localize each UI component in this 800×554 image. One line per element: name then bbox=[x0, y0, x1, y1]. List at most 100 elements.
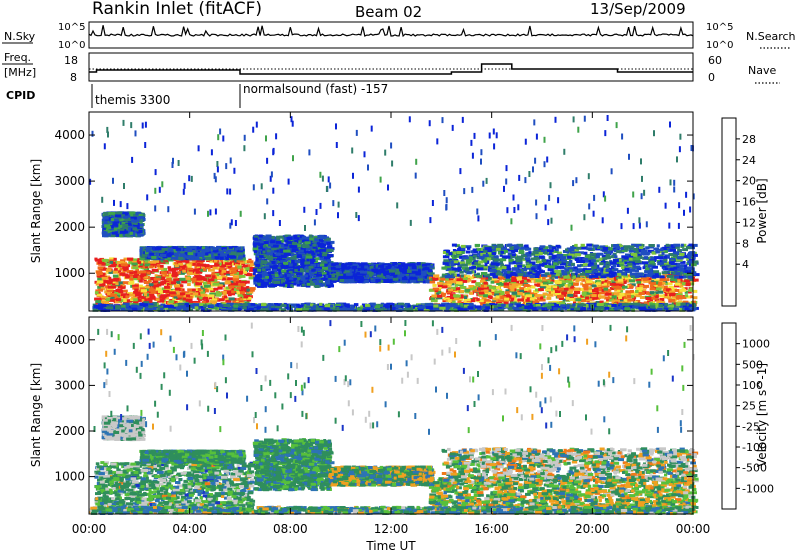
echo-cell bbox=[318, 283, 325, 287]
echo-cell bbox=[236, 252, 244, 256]
echo-cell bbox=[130, 284, 134, 288]
echo-cell bbox=[185, 276, 190, 280]
echo-cell bbox=[142, 291, 147, 295]
freq-tick-bottom: 8 bbox=[70, 71, 77, 84]
echo-cell bbox=[157, 299, 165, 303]
echo-cell bbox=[117, 222, 123, 226]
echo-cell bbox=[177, 294, 184, 298]
echo-cell bbox=[249, 287, 256, 291]
echo-cell bbox=[261, 271, 267, 275]
echo-cell bbox=[157, 266, 164, 270]
echo-cell bbox=[305, 269, 309, 273]
echo-cell bbox=[282, 281, 289, 285]
echo-cell bbox=[236, 259, 244, 263]
echo-cell bbox=[199, 289, 204, 293]
echo-cell bbox=[271, 247, 278, 251]
echo-cell bbox=[246, 272, 250, 276]
echo-cell bbox=[168, 285, 173, 288]
echo-cell bbox=[154, 254, 161, 258]
echo-cell bbox=[112, 274, 119, 278]
echo-cell bbox=[144, 270, 151, 273]
echo-cell bbox=[139, 260, 144, 264]
echo-cell bbox=[107, 298, 114, 302]
echo-cell bbox=[246, 290, 254, 294]
echo-cell bbox=[279, 239, 284, 243]
echo-cell bbox=[292, 274, 299, 278]
echo-cell bbox=[188, 250, 192, 254]
echo-cell bbox=[232, 278, 239, 282]
echo-cell bbox=[188, 296, 193, 299]
echo-cell bbox=[302, 255, 307, 259]
echo-cell bbox=[306, 282, 310, 286]
echo-cell bbox=[298, 249, 304, 253]
echo-cell bbox=[117, 281, 125, 285]
echo-cell bbox=[94, 291, 99, 295]
echo-cell bbox=[378, 262, 385, 266]
echo-cell bbox=[271, 261, 276, 264]
echo-cell bbox=[202, 281, 208, 285]
echo-cell bbox=[170, 268, 176, 272]
echo-cell bbox=[141, 263, 146, 267]
echo-cell bbox=[237, 297, 241, 301]
echo-cell bbox=[294, 268, 298, 272]
echo-cell bbox=[231, 251, 237, 255]
echo-cell bbox=[187, 288, 193, 292]
echo-cell bbox=[243, 270, 247, 274]
nave-tick-top: 60 bbox=[708, 54, 722, 67]
echo-cell bbox=[191, 255, 195, 259]
echo-cell bbox=[214, 256, 219, 260]
echo-cell bbox=[304, 266, 310, 270]
echo-cell bbox=[217, 286, 223, 290]
echo-cell bbox=[291, 269, 297, 273]
echo-cell bbox=[275, 240, 282, 244]
echo-cell bbox=[161, 271, 167, 275]
echo-cell bbox=[289, 277, 294, 281]
echo-cell bbox=[239, 248, 243, 252]
echo-cell bbox=[280, 260, 288, 264]
echo-cell bbox=[291, 242, 297, 245]
echo-cell bbox=[304, 241, 311, 245]
echo-cell bbox=[252, 242, 260, 246]
echo-cell bbox=[257, 279, 264, 283]
echo-cell bbox=[219, 267, 225, 271]
echo-cell bbox=[163, 261, 169, 265]
echo-cell bbox=[98, 274, 105, 278]
echo-cell bbox=[213, 287, 219, 291]
echo-cell bbox=[276, 235, 283, 239]
echo-cell bbox=[273, 264, 279, 268]
echo-cell bbox=[292, 262, 297, 266]
echo-cell bbox=[196, 246, 202, 250]
echo-cell bbox=[299, 247, 304, 251]
echo-cell bbox=[188, 291, 193, 295]
echo-cell bbox=[256, 247, 263, 251]
echo-cell bbox=[276, 282, 281, 286]
echo-cell bbox=[144, 263, 151, 267]
echo-cell bbox=[117, 288, 123, 292]
echo-cell bbox=[125, 222, 133, 226]
echo-cell bbox=[221, 264, 226, 268]
echo-cell bbox=[221, 296, 226, 299]
echo-cell bbox=[222, 291, 228, 294]
echo-cell bbox=[257, 257, 262, 261]
echo-cell bbox=[145, 285, 150, 289]
echo-cell bbox=[242, 264, 248, 268]
echo-cell bbox=[272, 267, 280, 271]
echo-cell bbox=[144, 293, 148, 296]
echo-cell bbox=[125, 233, 130, 237]
echo-cell bbox=[149, 270, 155, 274]
echo-cell bbox=[208, 259, 216, 263]
echo-cell bbox=[126, 264, 131, 268]
echo-cell bbox=[179, 277, 186, 281]
echo-cell bbox=[173, 295, 179, 299]
date-label: 13/Sep/2009 bbox=[590, 0, 686, 18]
echo-cell bbox=[265, 262, 272, 266]
echo-cell bbox=[201, 276, 205, 280]
echo-cell bbox=[95, 282, 100, 286]
nsky-panel: N.Sky 10^5 10^0 10^5 10^0 N.Search bbox=[2, 21, 796, 51]
echo-cell bbox=[121, 222, 128, 225]
echo-cell bbox=[226, 291, 231, 295]
echo-cell bbox=[130, 270, 138, 274]
echo-cell bbox=[186, 247, 193, 251]
echo-cell bbox=[170, 256, 176, 260]
